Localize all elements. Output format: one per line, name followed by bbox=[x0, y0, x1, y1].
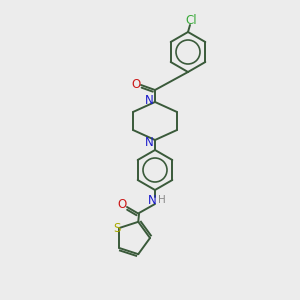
Text: N: N bbox=[145, 94, 153, 107]
Text: S: S bbox=[114, 221, 121, 235]
Text: Cl: Cl bbox=[185, 14, 197, 28]
Text: O: O bbox=[117, 199, 127, 212]
Text: O: O bbox=[131, 77, 141, 91]
Text: H: H bbox=[158, 195, 166, 205]
Text: N: N bbox=[148, 194, 156, 208]
Text: N: N bbox=[145, 136, 153, 148]
